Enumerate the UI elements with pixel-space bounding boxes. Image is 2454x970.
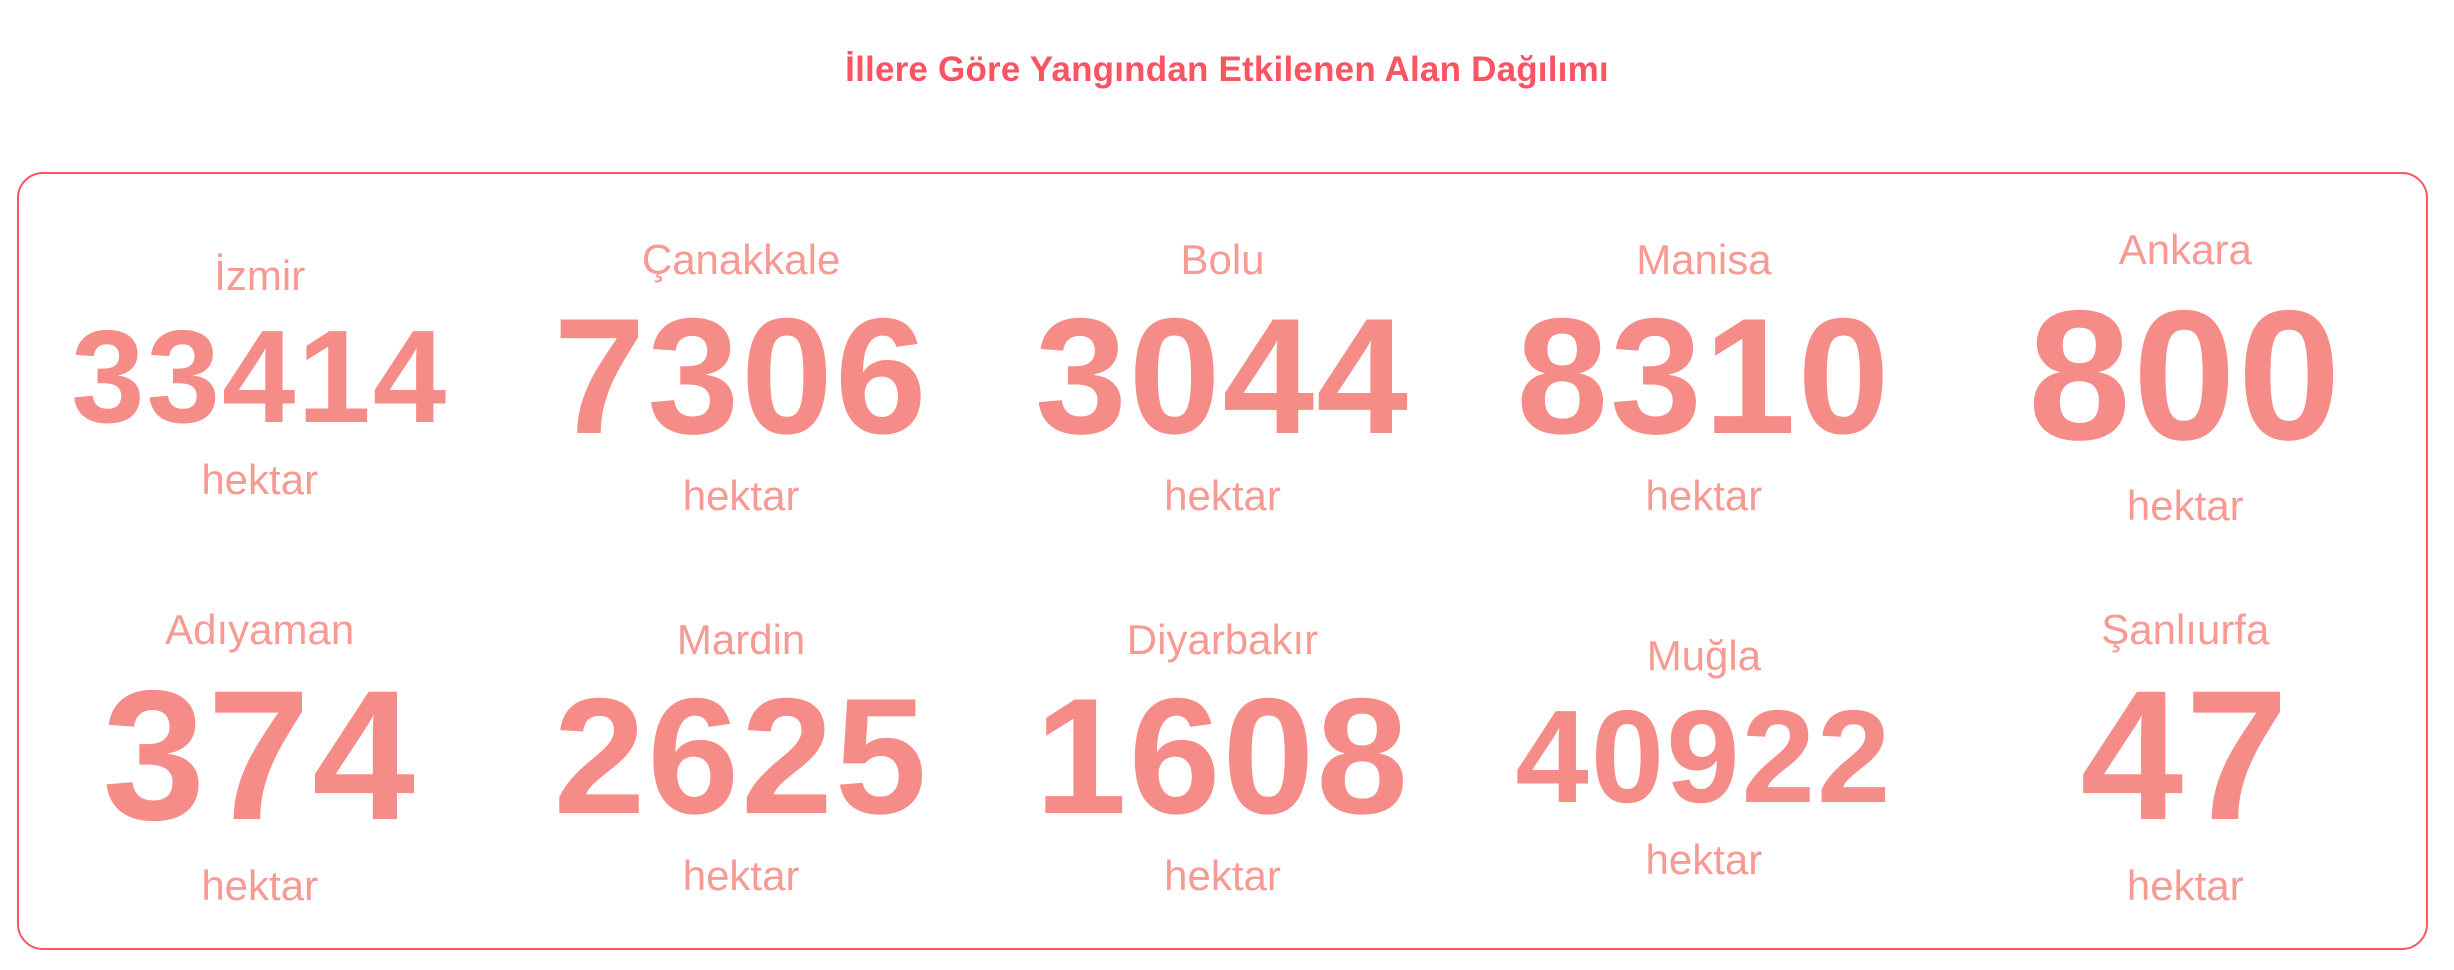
province-label: Adıyaman (165, 606, 355, 654)
province-label: Manisa (1636, 235, 1772, 283)
province-label: İzmir (214, 252, 306, 300)
unit-label: hektar (682, 471, 800, 519)
stat-card-ankara: Ankara 800 hektar (1945, 188, 2426, 568)
stat-card-izmir: İzmir 33414 hektar (19, 188, 500, 568)
stat-card-sanliurfa: Şanlıurfa 47 hektar (1945, 568, 2426, 948)
page-title: İllere Göre Yangından Etkilenen Alan Dağ… (845, 50, 1609, 89)
area-value: 374 (102, 653, 418, 860)
unit-label: hektar (682, 851, 800, 899)
stat-card-bolu: Bolu 3044 hektar (982, 188, 1463, 568)
area-value: 800 (2027, 273, 2343, 480)
stat-card-manisa: Manisa 8310 hektar (1463, 188, 1944, 568)
area-value: 47 (2080, 653, 2291, 860)
province-label: Muğla (1646, 632, 1762, 680)
area-value: 8310 (1516, 284, 1892, 469)
stat-card-mugla: Muğla 40922 hektar (1463, 568, 1944, 948)
province-label: Çanakkale (641, 235, 841, 283)
area-value: 3044 (1034, 284, 1411, 469)
unit-label: hektar (1645, 835, 1763, 883)
province-label: Şanlıurfa (2101, 606, 2270, 654)
stat-card-mardin: Mardin 2625 hektar (500, 568, 981, 948)
unit-label: hektar (1164, 471, 1281, 519)
unit-label: hektar (2126, 481, 2244, 529)
stat-card-canakkale: Çanakkale 7306 hektar (500, 188, 981, 568)
stats-grid: İzmir 33414 hektar Çanakkale 7306 hektar… (19, 188, 2426, 948)
area-value: 7306 (553, 284, 929, 469)
stat-card-diyarbakir: Diyarbakır 1608 hektar (982, 568, 1463, 948)
area-value: 1608 (1034, 664, 1411, 849)
province-label: Diyarbakır (1126, 615, 1319, 663)
stats-panel: İzmir 33414 hektar Çanakkale 7306 hektar… (17, 172, 2428, 950)
province-label: Ankara (2118, 226, 2252, 274)
unit-label: hektar (201, 861, 319, 909)
province-label: Bolu (1180, 235, 1265, 283)
province-label: Mardin (676, 615, 806, 663)
unit-label: hektar (1645, 471, 1763, 519)
stat-card-adiyaman: Adıyaman 374 hektar (19, 568, 500, 948)
unit-label: hektar (1164, 851, 1281, 899)
unit-label: hektar (201, 455, 319, 503)
area-value: 33414 (71, 303, 449, 451)
unit-label: hektar (2126, 861, 2244, 909)
area-value: 40922 (1515, 683, 1893, 831)
area-value: 2625 (553, 664, 929, 849)
